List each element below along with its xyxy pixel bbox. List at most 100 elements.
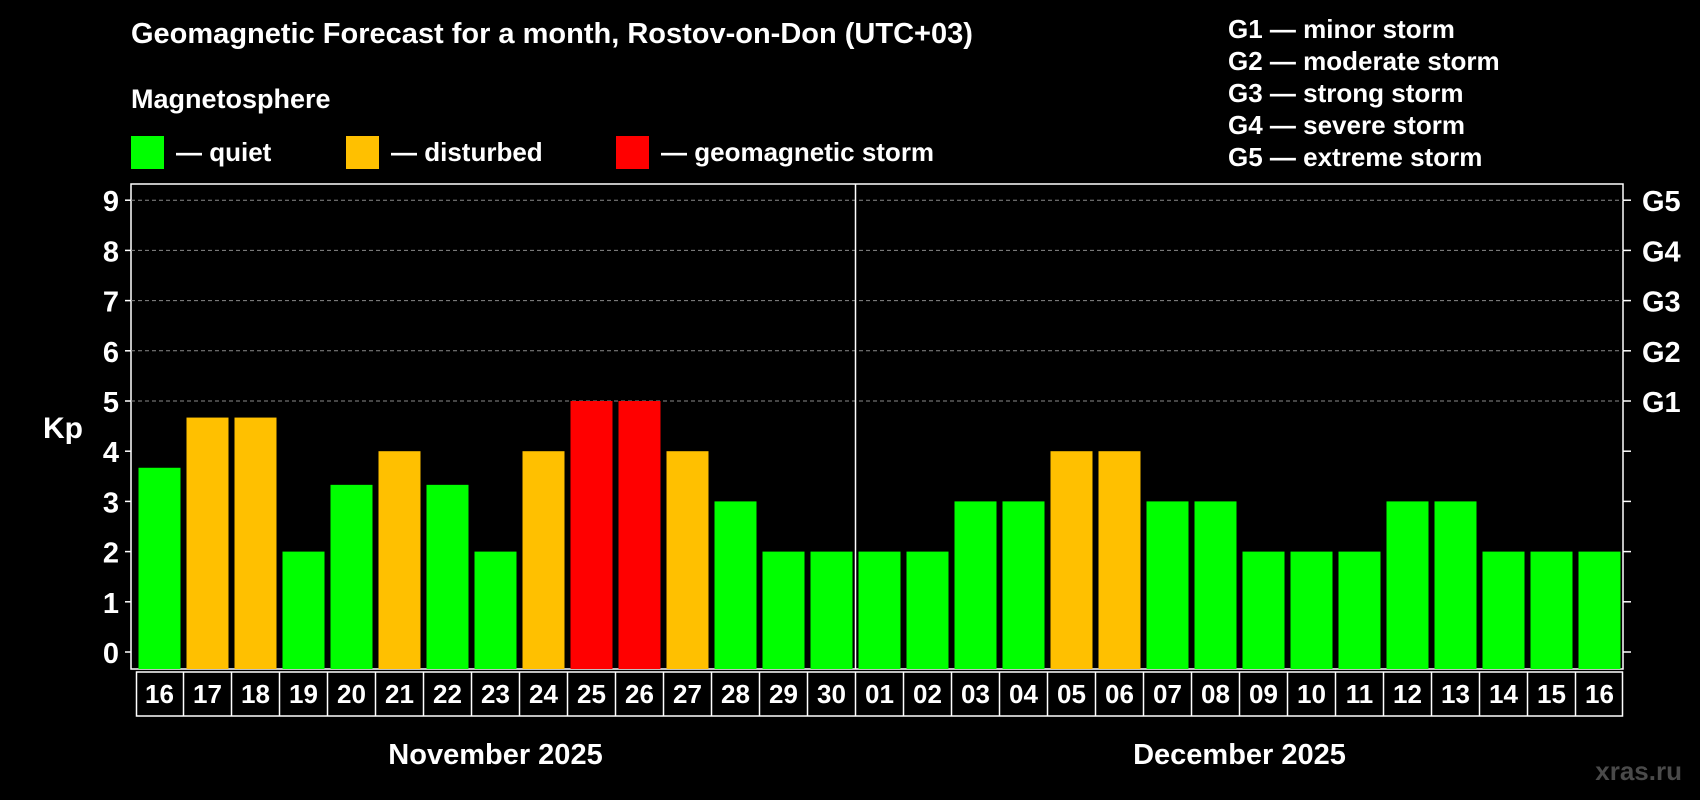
y-axis-label: Kp [43,412,83,445]
bar-11 [666,451,709,669]
legend-label-quiet: — quiet [176,136,272,167]
x-tick-label: 10 [1297,679,1326,709]
bar-27 [1434,501,1477,669]
bar-22 [1194,501,1237,669]
y-tick-label: 7 [103,287,119,319]
bar-26 [1386,501,1429,669]
legend-heading: Magnetosphere [131,84,331,114]
watermark: xras.ru [1595,756,1682,786]
y-tick-label: 8 [103,236,119,268]
x-tick-label: 27 [673,679,702,709]
storm-level-label-G2: G2 [1642,337,1681,369]
x-tick-label: 22 [433,679,462,709]
bar-17 [954,501,997,669]
x-tick-label: 13 [1441,679,1470,709]
storm-scale-g5: G5 — extreme storm [1228,142,1483,172]
x-tick-label: 18 [241,679,270,709]
bar-20 [1098,451,1141,669]
bar-18 [1002,501,1045,669]
x-tick-label: 29 [769,679,798,709]
storm-scale-g4: G4 — severe storm [1228,110,1466,140]
storm-scale-g2: G2 — moderate storm [1228,46,1500,76]
x-tick-label: 09 [1249,679,1278,709]
bar-9 [570,401,613,669]
bar-10 [618,401,661,669]
legend-label-storm: — geomagnetic storm [661,136,935,167]
x-tick-label: 19 [289,679,318,709]
bar-28 [1482,551,1525,669]
x-tick-label: 11 [1346,679,1374,709]
y-tick-label: 6 [103,337,119,369]
x-tick-label: 08 [1201,679,1230,709]
legend-swatch-quiet [131,135,164,169]
bar-5 [378,451,421,669]
bar-30 [1578,551,1621,669]
bar-2 [234,417,277,669]
x-tick-label: 24 [529,679,558,709]
bar-19 [1050,451,1093,669]
x-tick-label: 25 [577,679,606,709]
bar-4 [330,484,373,669]
y-tick-label: 0 [103,638,119,670]
bar-6 [426,484,469,669]
x-tick-label: 20 [337,679,366,709]
legend-swatch-disturbed [346,135,379,169]
x-tick-label: 28 [721,679,750,709]
bar-0 [138,467,181,669]
storm-scale-g3: G3 — strong storm [1228,78,1464,108]
bar-13 [762,551,805,669]
x-tick-label: 04 [1009,679,1038,709]
bar-1 [186,417,229,669]
y-tick-label: 3 [103,487,119,519]
bar-14 [810,551,853,669]
x-tick-label: 21 [385,679,414,709]
x-tick-label: 16 [1585,679,1614,709]
bar-3 [282,551,325,669]
x-tick-label: 26 [625,679,654,709]
x-tick-label: 14 [1489,679,1518,709]
bar-12 [714,501,757,669]
month-label-0: November 2025 [388,739,602,771]
date-label-frame [135,671,1624,717]
x-tick-label: 23 [481,679,510,709]
bar-25 [1338,551,1381,669]
bar-7 [474,551,517,669]
bar-24 [1290,551,1333,669]
y-tick-label: 4 [103,437,119,469]
storm-level-label-G3: G3 [1642,287,1681,319]
storm-scale-g1: G1 — minor storm [1228,14,1455,44]
bar-15 [858,551,901,669]
legend-item-storm: — geomagnetic storm [616,135,934,169]
bar-29 [1530,551,1573,669]
storm-level-label-G5: G5 [1642,186,1681,218]
storm-level-label-G4: G4 [1642,236,1681,268]
legend-item-quiet: — quiet [131,135,271,169]
y-tick-label: 1 [103,588,119,620]
x-tick-label: 02 [913,679,942,709]
bar-8 [522,451,565,669]
legend-swatch-storm [616,135,649,169]
x-tick-label: 12 [1393,679,1422,709]
bar-23 [1242,551,1285,669]
x-tick-label: 05 [1057,679,1086,709]
x-tick-label: 15 [1537,679,1566,709]
storm-scale-list: G1 — minor storm G2 — moderate storm G3 … [1228,13,1500,173]
storm-level-label-G1: G1 [1642,387,1681,419]
legend-label-disturbed: — disturbed [391,136,543,167]
bar-16 [906,551,949,669]
y-tick-label: 2 [103,538,119,570]
y-tick-label: 9 [103,186,119,218]
month-label-1: December 2025 [1133,739,1346,771]
x-tick-label: 30 [817,679,846,709]
x-tick-label: 06 [1105,679,1134,709]
x-tick-label: 03 [961,679,990,709]
x-tick-label: 07 [1153,679,1182,709]
x-tick-label: 16 [145,679,174,709]
x-tick-label: 17 [193,679,222,709]
x-tick-label: 01 [865,679,894,709]
y-tick-label: 5 [103,387,119,419]
chart-title: Geomagnetic Forecast for a month, Rostov… [131,18,973,50]
legend-item-disturbed: — disturbed [346,135,543,169]
bar-21 [1146,501,1189,669]
